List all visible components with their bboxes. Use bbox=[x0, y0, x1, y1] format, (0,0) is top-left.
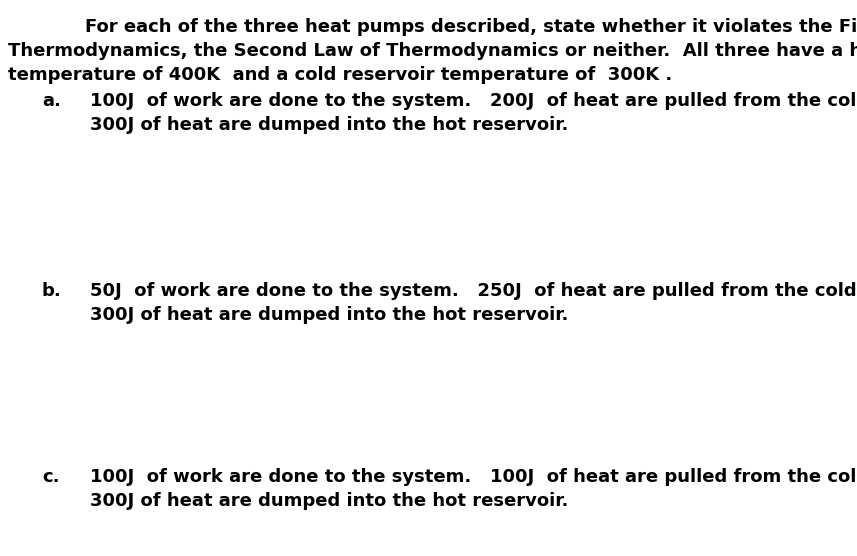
Text: 100J  of work are done to the system.   200J  of heat are pulled from the cold r: 100J of work are done to the system. 200… bbox=[90, 92, 857, 110]
Text: 300J of heat are dumped into the hot reservoir.: 300J of heat are dumped into the hot res… bbox=[90, 492, 568, 510]
Text: 50J  of work are done to the system.   250J  of heat are pulled from the cold re: 50J of work are done to the system. 250J… bbox=[90, 282, 857, 300]
Text: c.: c. bbox=[42, 468, 59, 486]
Text: b.: b. bbox=[42, 282, 62, 300]
Text: Thermodynamics, the Second Law of Thermodynamics or neither.  All three have a h: Thermodynamics, the Second Law of Thermo… bbox=[8, 42, 857, 60]
Text: a.: a. bbox=[42, 92, 61, 110]
Text: For each of the three heat pumps described, state whether it violates the First : For each of the three heat pumps describ… bbox=[85, 18, 857, 36]
Text: 300J of heat are dumped into the hot reservoir.: 300J of heat are dumped into the hot res… bbox=[90, 116, 568, 134]
Text: 300J of heat are dumped into the hot reservoir.: 300J of heat are dumped into the hot res… bbox=[90, 306, 568, 324]
Text: temperature of 400K  and a cold reservoir temperature of  300K .: temperature of 400K and a cold reservoir… bbox=[8, 66, 672, 84]
Text: 100J  of work are done to the system.   100J  of heat are pulled from the cold r: 100J of work are done to the system. 100… bbox=[90, 468, 857, 486]
